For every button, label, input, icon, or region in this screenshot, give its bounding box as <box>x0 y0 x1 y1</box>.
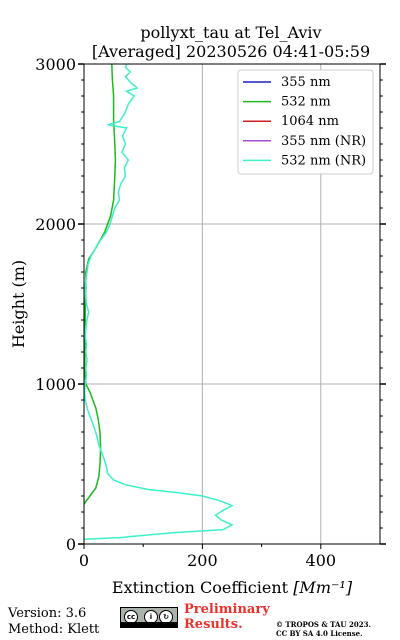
chart: pollyxt_tau at Tel_Aviv [Averaged] 20230… <box>9 23 386 597</box>
version-text: Version: 3.6 <box>8 606 87 621</box>
x-tick-label: 200 <box>187 551 218 570</box>
legend: 355 nm 532 nm 1064 nm 355 nm (NR) 532 nm (NR… <box>237 69 374 175</box>
legend-label-2: 1064 nm <box>281 114 339 129</box>
y-tick-label: 3000 <box>35 55 76 74</box>
x-axis-label-text: Extinction Coefficient <box>112 578 289 597</box>
legend-box <box>237 69 374 175</box>
x-tick-label: 400 <box>306 551 337 570</box>
y-axis-label: Height (m) <box>9 260 28 348</box>
copyright-notice: © TROPOS & TAU 2023. CC BY SA 4.0 Licens… <box>276 620 371 638</box>
y-tick-label: 2000 <box>35 215 76 234</box>
preliminary-line2: Results. <box>184 617 243 632</box>
x-axis-label-unit: [Mm⁻¹] <box>293 578 353 597</box>
series-layer <box>83 63 234 540</box>
legend-label-3: 355 nm (NR) <box>281 134 366 149</box>
axis-ticks: 0 200 400 0 1000 2000 3000 <box>35 55 386 570</box>
y-tick-label: 0 <box>66 535 76 554</box>
chart-subtitle: [Averaged] 20230526 04:41-05:59 <box>92 42 370 61</box>
series-line-4 <box>83 63 234 540</box>
chart-title: pollyxt_tau at Tel_Aviv <box>140 23 321 42</box>
x-axis-label: Extinction Coefficient [Mm⁻¹] <box>112 578 353 597</box>
y-tick-label: 1000 <box>35 375 76 394</box>
x-tick-label: 0 <box>79 551 89 570</box>
copyright-line2: CC BY SA 4.0 License. <box>276 629 363 638</box>
cc-license-badge: cc i ↻ <box>120 607 178 628</box>
preliminary-notice: Preliminary Results. <box>184 602 270 632</box>
method-text: Method: Klett <box>8 622 100 637</box>
series-line-1 <box>83 63 117 505</box>
legend-label-0: 355 nm <box>281 75 331 90</box>
legend-label-4: 532 nm (NR) <box>281 153 366 168</box>
cc-badge-strip <box>121 622 177 627</box>
legend-label-1: 532 nm <box>281 95 331 110</box>
copyright-line1: © TROPOS & TAU 2023. <box>276 620 371 629</box>
preliminary-line1: Preliminary <box>184 602 270 617</box>
